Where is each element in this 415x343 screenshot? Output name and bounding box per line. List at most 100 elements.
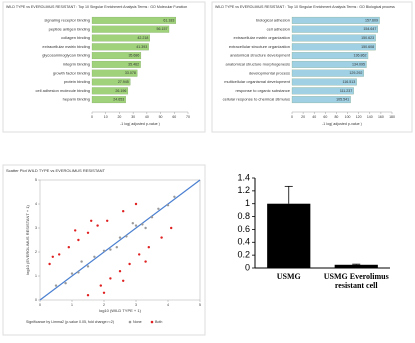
category-label: cell adhesion: [267, 26, 290, 31]
point: [147, 246, 150, 249]
bar: [291, 25, 379, 33]
x-tick-label: 40: [312, 115, 316, 119]
value-label: 105.541: [336, 98, 349, 102]
bar: [291, 87, 354, 95]
x-tick-label: 180: [389, 115, 395, 119]
point: [166, 204, 170, 207]
x-tick-label: 5: [199, 303, 201, 307]
x-tick-label: 140: [367, 115, 373, 119]
point: [86, 294, 90, 297]
point: [77, 271, 80, 274]
y-tick-label: 5: [35, 178, 37, 182]
category-label: anatomical structure morphogenesis: [226, 61, 290, 66]
value-label: 154.647: [363, 27, 376, 31]
value-label: 26.196: [115, 89, 126, 93]
y-tick-label: 0: [35, 298, 37, 302]
category-label: extracellular structure organization: [229, 44, 290, 49]
x-tick-label: 0: [291, 115, 293, 119]
point: [86, 231, 90, 234]
point: [122, 210, 125, 213]
point: [96, 224, 99, 227]
category-label: glycosaminoglycan binding: [42, 53, 90, 58]
category-label: anatomical structure development: [230, 53, 291, 58]
bar: [91, 87, 129, 95]
point: [115, 246, 119, 249]
x-tick-label: 2: [103, 303, 105, 307]
x-tick-label: USMG Everolimus resistant cell: [323, 272, 389, 290]
x-tick-label: 20: [117, 115, 121, 119]
y-tick-label: 4: [35, 202, 37, 206]
category-label: signaling receptor binding: [44, 17, 90, 22]
category-label: protein binding: [64, 79, 90, 84]
bar: [291, 16, 380, 24]
category-label: peptide antigen binding: [49, 26, 90, 31]
value-label: 27.945: [118, 80, 129, 84]
x-tick-label: 100: [345, 115, 351, 119]
chart-title: WILD TYPE vs EVEROLIMUS RESISTANT : Top …: [6, 5, 187, 9]
category-label: growth factor binding: [53, 70, 90, 75]
value-label: 116.513: [342, 80, 355, 84]
legend-swatch: [150, 320, 154, 324]
y-tick-label: 0.2: [237, 250, 250, 260]
value-label: 33.078: [125, 71, 136, 75]
bar: [291, 78, 357, 86]
x-tick-label: 80: [334, 115, 338, 119]
x-tick-label: 70: [186, 115, 190, 119]
point: [173, 195, 176, 198]
bar: [334, 264, 378, 268]
point: [102, 249, 106, 252]
x-axis-label: log10 (WILD TYPE + 1): [99, 308, 142, 313]
point: [150, 216, 154, 219]
bar: [91, 69, 138, 77]
point: [102, 291, 106, 294]
value-label: 35.462: [128, 62, 139, 66]
point: [144, 260, 147, 263]
value-label: 35.686: [128, 54, 139, 58]
y-tick-label: 0.4: [237, 237, 250, 247]
y-tick-label: 3: [35, 226, 37, 230]
category-label: cellular response to chemical stimulus: [223, 97, 290, 102]
point: [118, 270, 122, 273]
panel-frame: [2, 164, 206, 336]
point: [99, 284, 103, 287]
chart-title: Scatter Plot WILD TYPE vs EVEROLIMUS RES…: [6, 168, 106, 173]
value-label: 150.608: [361, 45, 374, 49]
x-tick-label: USMG: [276, 272, 301, 281]
guide: [39, 179, 201, 301]
chart-title: WILD TYPE vs EVEROLIMUS RESISTANT : Top …: [215, 5, 395, 9]
point: [122, 279, 125, 282]
value-label: 134.095: [352, 62, 365, 66]
x-tick-label: 10: [104, 115, 108, 119]
value-label: 157.609: [365, 18, 378, 22]
category-label: extracellular matrix binding: [42, 44, 90, 49]
y-axis-label: log10 (EVEROLIMUS RESISTANT + 1): [25, 204, 30, 274]
category-label: cell adhesion molecule binding: [36, 88, 90, 93]
category-label: multicellular organismal development: [224, 79, 291, 84]
x-tick-label: 4: [167, 303, 169, 307]
category-label: response to organic substance: [236, 88, 291, 93]
category-label: developmental process: [249, 70, 290, 75]
bar: [91, 25, 170, 33]
point: [125, 235, 128, 238]
category-label: heparin binding: [63, 97, 90, 102]
point: [93, 255, 96, 258]
y-tick-label: 1: [245, 198, 250, 208]
point: [118, 236, 122, 239]
y-tick-label: 0: [245, 262, 250, 272]
point: [86, 265, 90, 268]
category-label-box: USMG Everolimus resistant cell: [323, 272, 389, 290]
bar: [291, 60, 367, 68]
legend-label: Both: [155, 320, 162, 324]
legend-swatch: [128, 320, 132, 324]
category-label: extracellular matrix organization: [234, 35, 290, 40]
point: [144, 226, 147, 230]
x-tick-label: 50: [159, 115, 163, 119]
x-axis-label: -1 log( adjusted p-value ): [322, 122, 362, 126]
legend-label: None: [133, 320, 142, 324]
x-tick-label: 40: [145, 115, 149, 119]
bar: [91, 60, 141, 68]
category-label-box: USMG: [276, 272, 301, 281]
bar: [91, 34, 150, 42]
point: [131, 222, 134, 225]
